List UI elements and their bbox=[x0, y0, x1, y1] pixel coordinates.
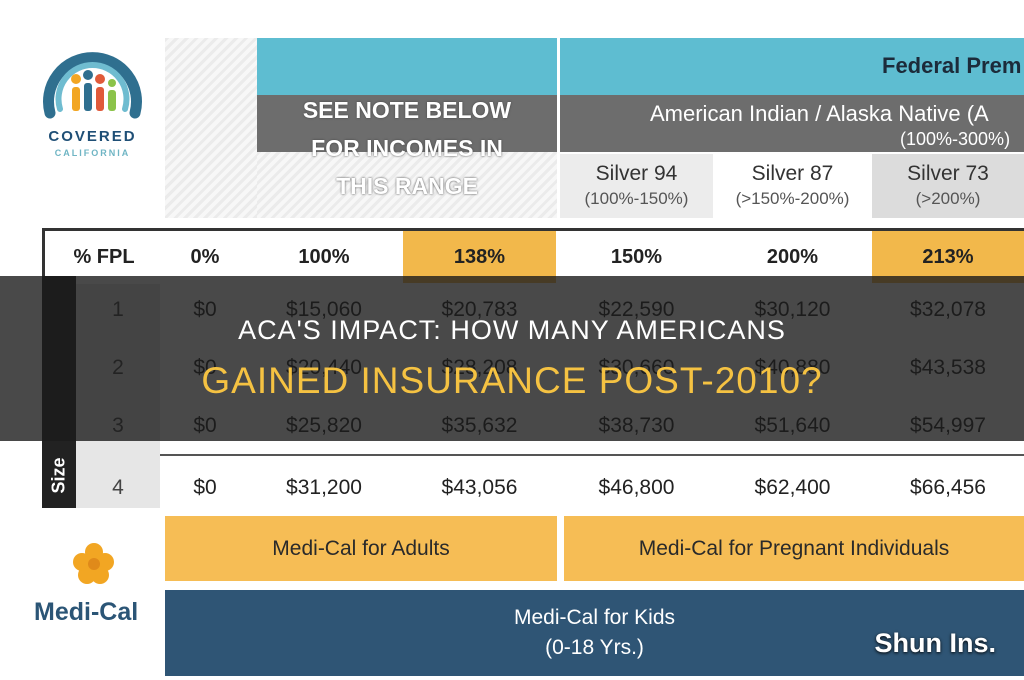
overlay-title-line2: GAINED INSURANCE POST-2010? bbox=[201, 360, 823, 401]
table-cell: $62,400 bbox=[754, 476, 831, 499]
table-cell: $0 bbox=[193, 476, 217, 499]
federal-premium-band bbox=[560, 38, 1024, 95]
silver-73-name: Silver 73 bbox=[907, 161, 989, 185]
american-indian-band bbox=[560, 95, 1024, 152]
table-cell: $43,056 bbox=[441, 476, 518, 499]
table-top-border bbox=[42, 228, 1024, 231]
col-header-1: 100% bbox=[298, 245, 350, 268]
income-note: SEE NOTE BELOW FOR INCOMES IN THIS RANGE bbox=[257, 88, 557, 208]
flower-icon bbox=[73, 543, 114, 584]
table-cell: $31,200 bbox=[286, 476, 362, 499]
silver-87-range: (>150%-200%) bbox=[735, 188, 850, 208]
note-line-3: THIS RANGE bbox=[336, 173, 478, 199]
silver-73-range: (>200%) bbox=[915, 188, 981, 208]
col-header-5: 213% bbox=[922, 245, 974, 268]
covered-california-wordmark: COVERED CALIFORNIA bbox=[30, 128, 155, 162]
table-cell: $66,456 bbox=[910, 476, 986, 499]
col-header-4: 200% bbox=[766, 245, 819, 268]
silver-94-header: Silver 94 (100%-150%) bbox=[560, 154, 713, 218]
american-indian-range: (100%-300%) bbox=[900, 129, 1011, 149]
medi-cal-logo bbox=[42, 540, 152, 600]
american-indian-label: American Indian / Alaska Native (A bbox=[650, 101, 989, 126]
medi-cal-kids-range: (0-18 Yrs.) bbox=[545, 636, 644, 659]
table-left-border bbox=[42, 228, 45, 284]
col-header-2: 138% bbox=[453, 245, 506, 268]
col-138-highlight bbox=[403, 231, 556, 283]
note-teal-band bbox=[257, 38, 557, 95]
medi-cal-kids-title: Medi-Cal for Kids bbox=[513, 606, 676, 629]
medi-cal-kids: Medi-Cal for Kids (0-18 Yrs.) bbox=[165, 590, 1024, 676]
watermark: Shun Ins. bbox=[874, 628, 997, 658]
col-213-highlight bbox=[872, 231, 1024, 283]
fpl-header: % FPL bbox=[73, 245, 135, 268]
covered-california-logo-icon bbox=[43, 52, 142, 119]
col-header-3: 150% bbox=[610, 245, 663, 268]
silver-87-name: Silver 87 bbox=[751, 161, 834, 185]
hatched-spacer bbox=[165, 38, 257, 218]
row-size-label: 4 bbox=[112, 476, 124, 499]
medi-cal-pregnant: Medi-Cal for Pregnant Individuals bbox=[564, 516, 1024, 581]
overlay-title-line1: ACA'S IMPACT: HOW MANY AMERICANS bbox=[238, 315, 786, 345]
table-cell: $46,800 bbox=[598, 476, 675, 499]
medi-cal-adults: Medi-Cal for Adults bbox=[165, 516, 557, 581]
note-line-1: SEE NOTE BELOW bbox=[302, 97, 512, 123]
medi-cal-wordmark: Medi-Cal bbox=[34, 598, 139, 626]
title-overlay bbox=[0, 276, 1024, 441]
federal-premium-title: Federal Prem bbox=[882, 53, 1022, 78]
covered-california-logo bbox=[30, 35, 155, 170]
note-line-2: FOR INCOMES IN bbox=[311, 135, 503, 161]
silver-87-header: Silver 87 (>150%-200%) bbox=[715, 154, 870, 218]
covered-california-line2: CALIFORNIA bbox=[54, 148, 131, 158]
covered-california-line1: COVERED bbox=[48, 128, 137, 145]
note-hatch-band bbox=[257, 152, 557, 218]
silver-94-range: (100%-150%) bbox=[584, 188, 689, 208]
silver-73-header: Silver 73 (>200%) bbox=[872, 154, 1024, 218]
silver-94-name: Silver 94 bbox=[595, 161, 678, 185]
note-dark-band bbox=[257, 95, 557, 152]
row-divider bbox=[160, 454, 1024, 456]
col-header-0: 0% bbox=[190, 245, 220, 268]
size-label-text: Size bbox=[48, 457, 69, 494]
